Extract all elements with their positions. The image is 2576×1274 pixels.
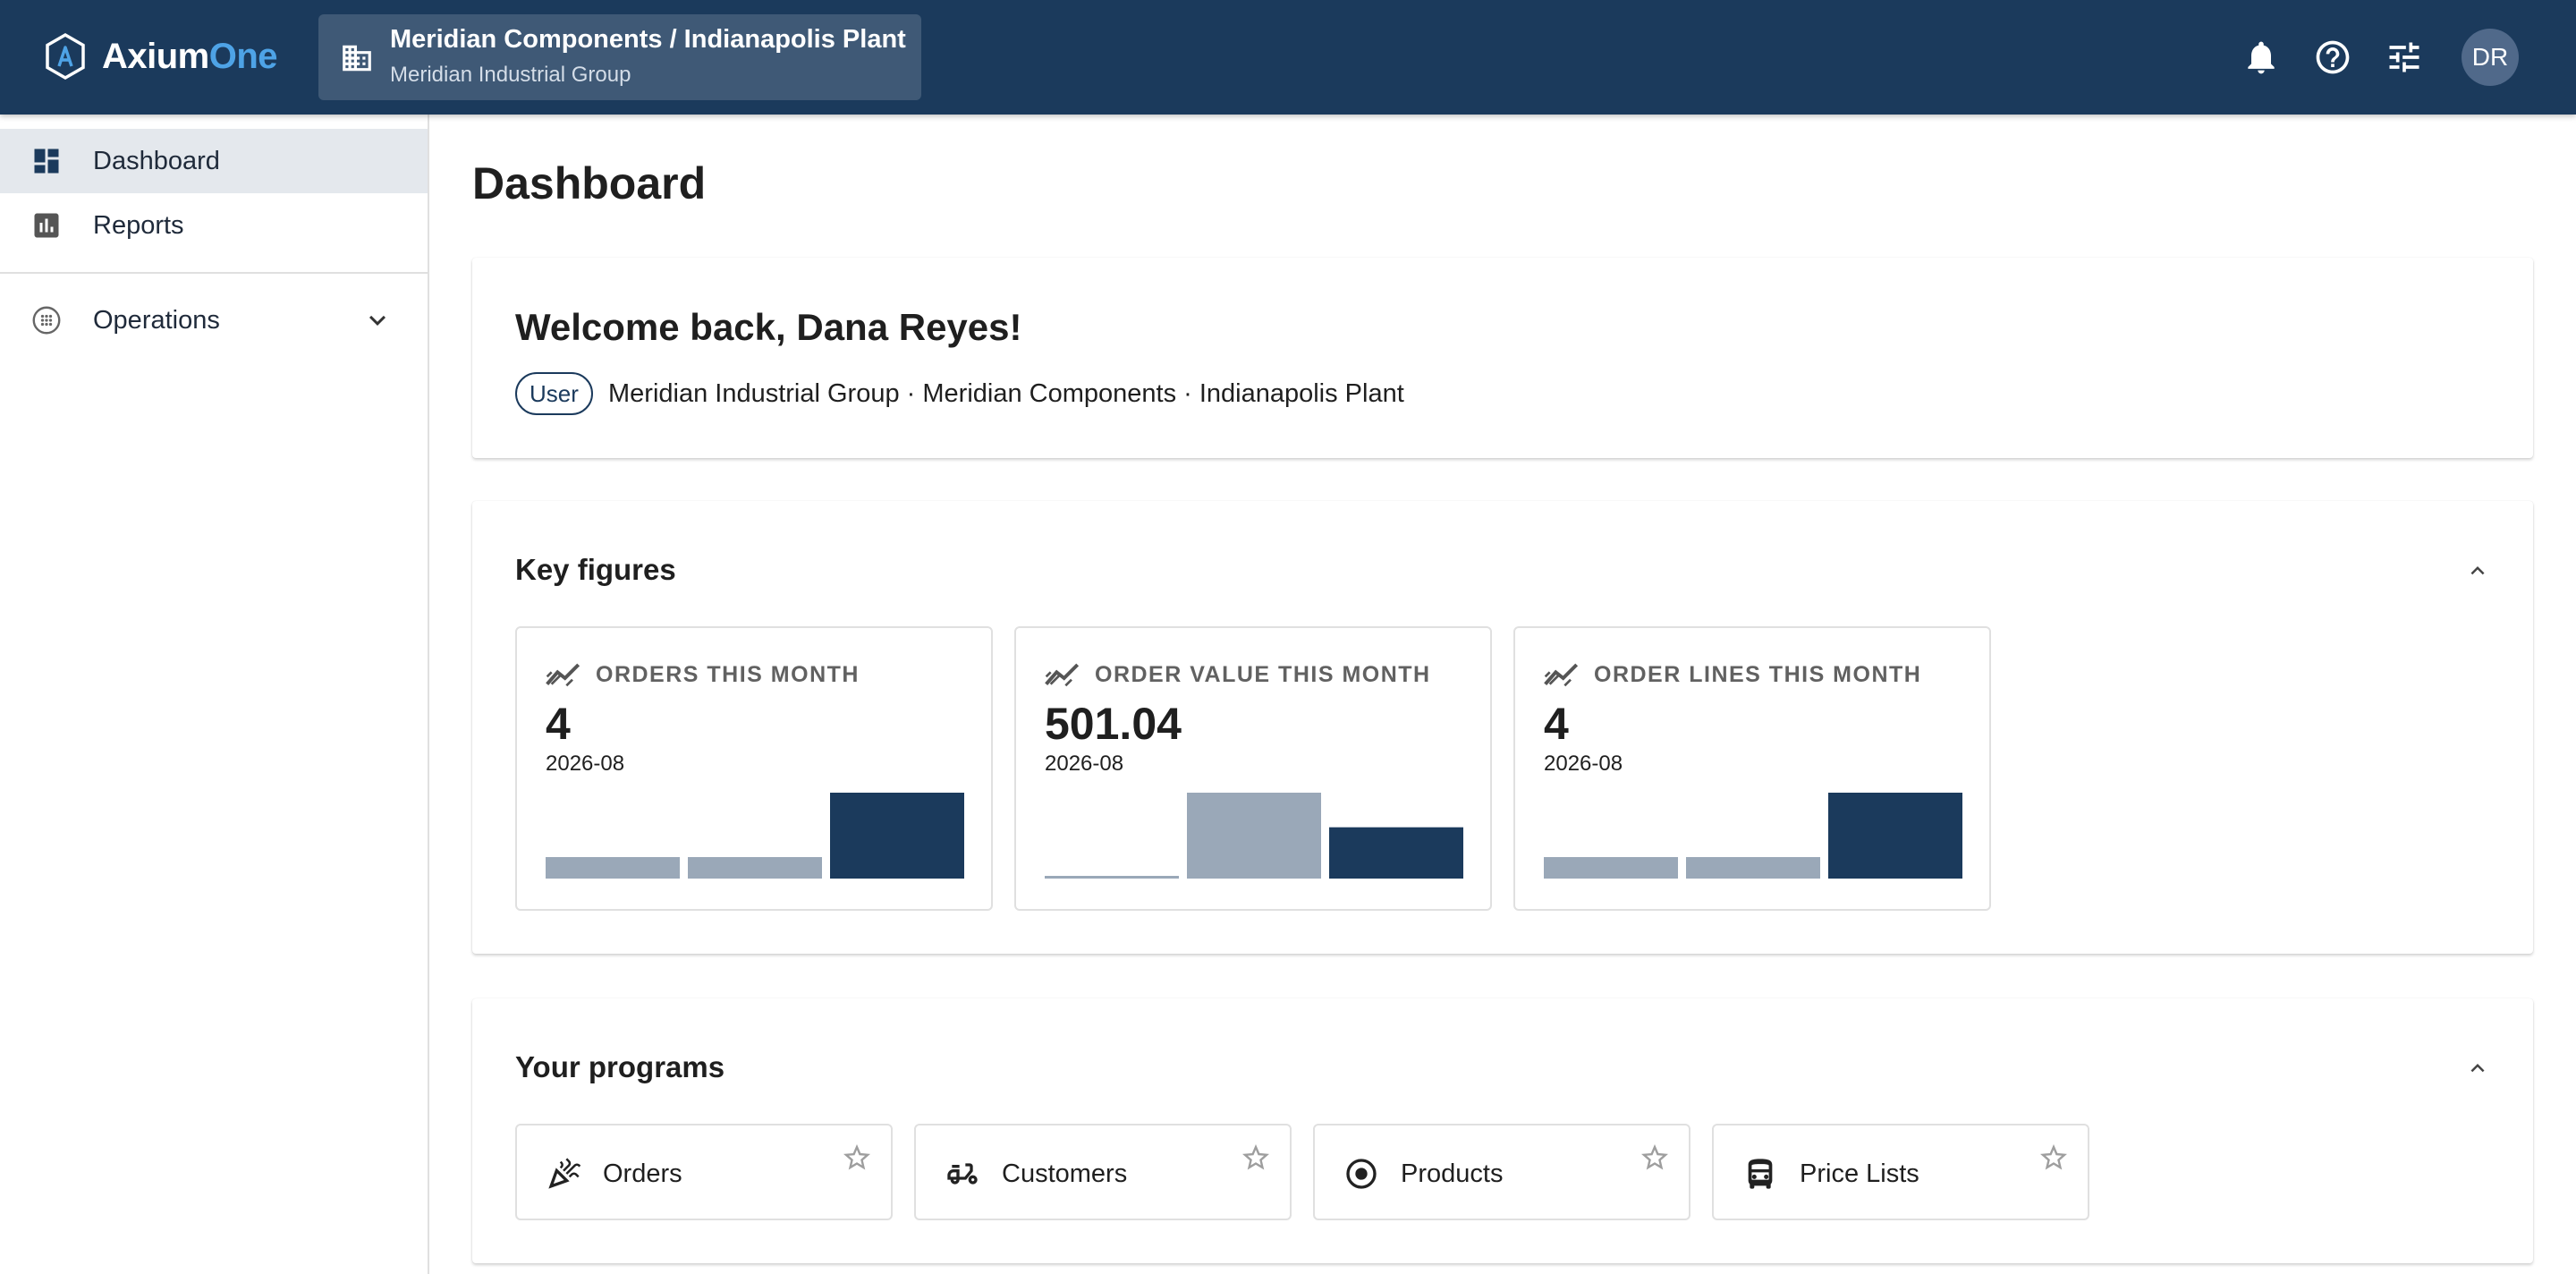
kpi-bar xyxy=(830,793,964,879)
sidebar-item-label: Operations xyxy=(93,305,220,335)
hexagon-logo-icon xyxy=(46,32,85,81)
bell-icon xyxy=(2248,41,2275,74)
collapse-button[interactable] xyxy=(2456,549,2499,592)
program-tile-orders[interactable]: Orders xyxy=(515,1124,893,1220)
building-icon xyxy=(343,45,371,72)
kpi-label: ORDERS THIS MONTH xyxy=(596,662,860,687)
trend-icon xyxy=(546,663,580,687)
trend-icon xyxy=(1544,663,1579,687)
chevron-up-icon xyxy=(2470,1064,2485,1073)
star-outline-icon[interactable] xyxy=(2038,1142,2070,1174)
kpi-bar xyxy=(546,857,680,879)
chevron-up-icon xyxy=(2470,566,2485,575)
sidebar-item-operations[interactable]: Operations xyxy=(0,288,428,352)
brand-logo[interactable]: AxiumOne xyxy=(45,32,278,81)
kpi-bar xyxy=(1187,793,1321,879)
sidebar-item-dashboard[interactable]: Dashboard xyxy=(0,129,428,193)
kpi-label: ORDER LINES THIS MONTH xyxy=(1594,662,1922,687)
context-subtitle: Meridian Industrial Group xyxy=(390,63,631,87)
star-outline-icon[interactable] xyxy=(1639,1142,1671,1174)
kpi-bar xyxy=(1686,857,1820,879)
kpi-mini-bar-chart xyxy=(546,793,964,879)
kpi-value: 501.04 xyxy=(1045,699,1182,749)
car-icon xyxy=(1748,1159,1773,1189)
program-tile-price-lists[interactable]: Price Lists xyxy=(1712,1124,2089,1220)
sidebar-item-label: Reports xyxy=(93,210,184,240)
kpi-period: 2026-08 xyxy=(546,752,625,776)
help-button[interactable] xyxy=(2308,32,2358,82)
kpi-label: ORDER VALUE THIS MONTH xyxy=(1095,662,1431,687)
program-tile-customers[interactable]: Customers xyxy=(914,1124,1292,1220)
page-title: Dashboard xyxy=(472,158,707,208)
welcome-card: Welcome back, Dana Reyes! User Meridian … xyxy=(472,258,2533,458)
kpi-bar xyxy=(1329,827,1463,879)
kpi-mini-bar-chart xyxy=(1045,793,1463,879)
program-tile-products[interactable]: Products xyxy=(1313,1124,1690,1220)
program-label: Products xyxy=(1401,1159,1504,1188)
sidebar-divider xyxy=(0,272,428,274)
dashboard-icon xyxy=(34,149,59,174)
context-title: Meridian Components / Indianapolis Plant xyxy=(390,25,906,54)
program-label: Price Lists xyxy=(1800,1159,1919,1188)
tune-icon xyxy=(2389,42,2419,72)
trend-icon xyxy=(1045,663,1080,687)
section-title: Key figures xyxy=(515,553,676,586)
welcome-title: Welcome back, Dana Reyes! xyxy=(515,306,1022,348)
key-figures-card: Key figures ORDERS THIS MONTH 4 2026-08 … xyxy=(472,501,2533,954)
help-icon xyxy=(2316,40,2350,74)
sidebar-item-reports[interactable]: Reports xyxy=(0,193,428,258)
program-label: Orders xyxy=(603,1159,682,1188)
kpi-value: 4 xyxy=(1544,699,1569,749)
kpi-period: 2026-08 xyxy=(1045,752,1124,776)
sidebar-item-label: Dashboard xyxy=(93,146,220,175)
notifications-button[interactable] xyxy=(2236,32,2286,82)
collapse-button[interactable] xyxy=(2456,1047,2499,1090)
kpi-period: 2026-08 xyxy=(1544,752,1623,776)
target-icon xyxy=(1346,1159,1377,1189)
section-title: Your programs xyxy=(515,1050,725,1083)
kpi-card[interactable]: ORDER VALUE THIS MONTH 501.04 2026-08 xyxy=(1014,626,1492,911)
kpi-mini-bar-chart xyxy=(1544,793,1962,879)
programs-card: Your programs Orders Customers Products xyxy=(472,998,2533,1263)
app-header: AxiumOne Meridian Components / Indianapo… xyxy=(0,0,2576,115)
bar-chart-icon xyxy=(34,213,59,238)
user-avatar[interactable]: DR xyxy=(2462,29,2519,86)
kpi-value: 4 xyxy=(546,699,571,749)
kpi-card[interactable]: ORDERS THIS MONTH 4 2026-08 xyxy=(515,626,993,911)
sidebar: Dashboard Reports Operations xyxy=(0,115,429,1274)
context-switcher[interactable]: Meridian Components / Indianapolis Plant… xyxy=(318,14,921,100)
kpi-card[interactable]: ORDER LINES THIS MONTH 4 2026-08 xyxy=(1513,626,1991,911)
kpi-bar xyxy=(1828,793,1962,879)
kpi-bar xyxy=(1544,857,1678,879)
moped-icon xyxy=(947,1163,978,1185)
settings-button[interactable] xyxy=(2379,32,2429,82)
grid-circle-icon xyxy=(32,306,61,335)
kpi-bar xyxy=(688,857,822,879)
kpi-bar xyxy=(1045,876,1179,879)
star-outline-icon[interactable] xyxy=(1240,1142,1272,1174)
chevron-down-icon[interactable] xyxy=(361,304,394,336)
brand-name: AxiumOne xyxy=(102,36,278,76)
star-outline-icon[interactable] xyxy=(841,1142,873,1174)
program-label: Customers xyxy=(1002,1159,1128,1188)
role-chip: User xyxy=(515,372,593,415)
org-path: Meridian Industrial Group · Meridian Com… xyxy=(608,379,1404,408)
celebration-icon xyxy=(548,1158,581,1189)
